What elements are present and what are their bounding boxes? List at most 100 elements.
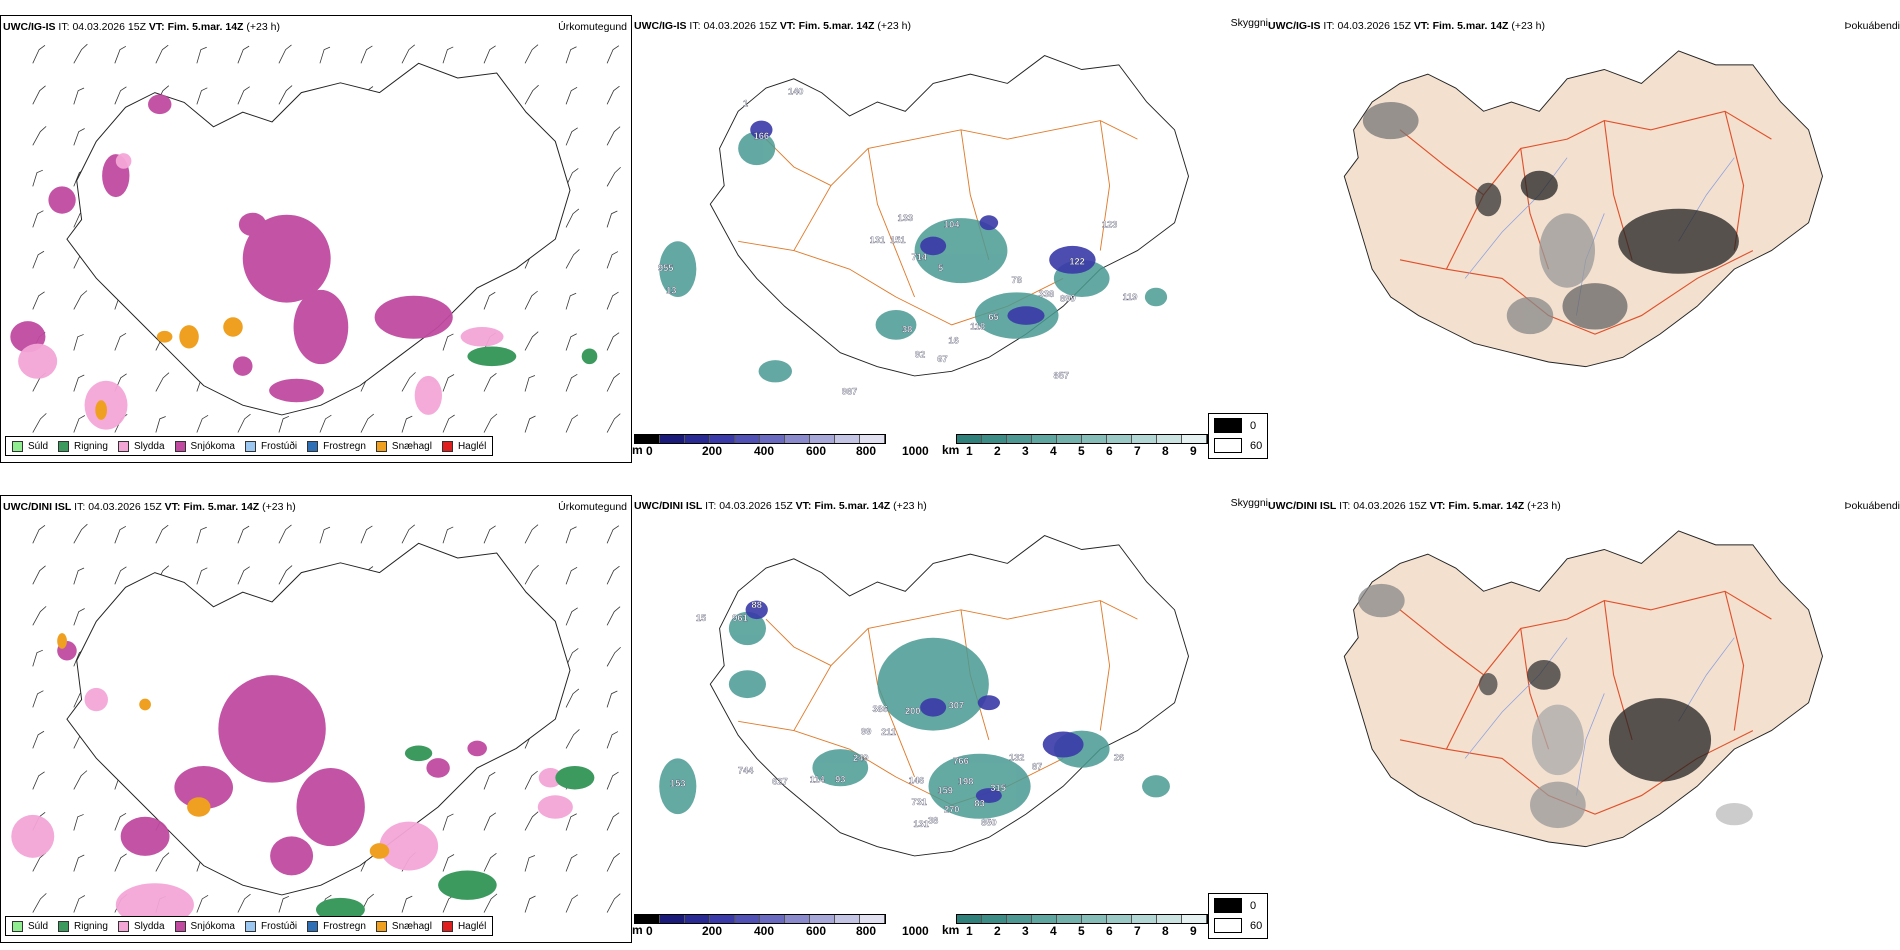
cloud-base-label: 146 (909, 776, 924, 786)
wind-barb (32, 413, 47, 433)
wind-barb (524, 564, 539, 585)
wind-barb (606, 525, 620, 544)
wind-barb (565, 688, 580, 708)
wind-barb (442, 813, 454, 831)
row-header: UWC/IG-IS IT: 04.03.2026 15Z VT: Fim. 5.… (634, 20, 911, 32)
wind-barb (606, 731, 619, 749)
wind-barb (565, 373, 578, 392)
wind-barb (73, 608, 85, 626)
wind-barb (73, 523, 88, 544)
wind-barb (565, 566, 578, 585)
row-header: UWC/IG-IS IT: 04.03.2026 15Z VT: Fim. 5.… (1268, 20, 1545, 32)
legend-item: Snæhagl (375, 920, 432, 932)
wind-barb (155, 416, 166, 433)
fog-swatch-white (1214, 918, 1242, 933)
precip-panel-bottom: UWC/DINI ISL IT: 04.03.2026 15Z VT: Fim.… (0, 495, 632, 943)
cloud-base-label: 104 (944, 219, 960, 229)
wind-barb (360, 525, 373, 544)
wind-barb (524, 895, 536, 913)
wind-barb (401, 415, 413, 433)
wind-barb (606, 291, 619, 310)
wind-barb (73, 43, 88, 64)
cloud-base-label: 87 (1032, 762, 1042, 772)
wind-barb (606, 812, 620, 831)
wind-barb (565, 168, 579, 187)
wind-barb (442, 374, 455, 392)
wind-barb (32, 291, 45, 310)
fog-swatch-white (1214, 438, 1242, 453)
legend-swatch (58, 440, 70, 452)
wind-barb (565, 813, 577, 831)
cloud-base-label: 153 (670, 778, 685, 788)
precip-type-legend: Súld Rigning Slydda Snjókoma Frostúði Fr… (5, 436, 494, 456)
wind-barb (196, 415, 209, 433)
cloud-base-label: 93 (835, 775, 845, 785)
cloud-base-label: 131 (913, 819, 928, 829)
wind-barb (606, 771, 619, 790)
fog-map (1343, 50, 1823, 368)
fog-legend: 0 60 (1208, 413, 1268, 459)
legend-item: Rigning (58, 920, 108, 932)
wind-barb (114, 332, 127, 351)
wind-barb (196, 567, 208, 585)
cloud-base-label: 766 (953, 756, 968, 766)
wind-barb (401, 372, 416, 392)
cloud-base-label: 133 (898, 213, 913, 223)
cloud-base-label: 1 (743, 99, 748, 109)
wind-barb (606, 690, 618, 708)
legend-swatch (12, 440, 23, 452)
fog-panel-bottom: UWC/DINI ISL IT: 04.03.2026 15Z VT: Fim.… (1266, 495, 1900, 943)
wind-barb (32, 44, 46, 64)
cloud-base-label: 5 (938, 263, 943, 273)
wind-barb (524, 375, 536, 392)
wind-barb (565, 127, 578, 146)
wind-barb (524, 84, 539, 105)
cloud-base-label: 88 (752, 600, 762, 610)
wind-barb (278, 565, 293, 585)
cloud-base-label: 166 (754, 131, 769, 141)
cloud-base-label: 26 (1114, 752, 1124, 762)
wind-barb (524, 770, 538, 790)
wind-barb (565, 46, 577, 64)
wind-barb (483, 413, 498, 433)
wind-barb (73, 415, 86, 433)
legend-swatch (307, 920, 319, 932)
row-header: UWC/DINI ISL IT: 04.03.2026 15Z VT: Fim.… (1268, 500, 1561, 512)
panel-title: Úrkomutegund (558, 501, 627, 513)
cloud-base-label: 198 (958, 776, 973, 786)
colorbar-boxes (956, 434, 1209, 444)
wind-barb (606, 251, 619, 269)
cloud-base-label: 13 (666, 285, 676, 295)
wind-barb (278, 895, 290, 913)
wind-barb (565, 86, 578, 105)
wind-barb (73, 334, 84, 351)
legend-item: Slydda (117, 440, 165, 452)
wind-barb (483, 525, 496, 544)
wind-barb (32, 210, 44, 228)
legend-swatch (375, 920, 387, 932)
cloud-base-label: 114 (810, 775, 826, 785)
wind-barb (606, 210, 618, 228)
legend-swatch (441, 440, 453, 452)
cloud-base-colorbar: m 0 200 400 600 800 1000 (632, 914, 929, 938)
wind-barb (32, 85, 46, 105)
colorbar-boxes (633, 434, 886, 444)
legend-item: Haglél (441, 920, 486, 932)
cloud-base-label: 38 (902, 324, 912, 334)
wind-barb (606, 332, 620, 351)
wind-barb (319, 526, 331, 544)
cloud-base-label: 140 (788, 87, 803, 97)
wind-barb (606, 372, 620, 392)
wind-barb (360, 413, 374, 433)
wind-barb (32, 771, 45, 790)
cloud-base-label: 200 (905, 706, 920, 716)
colorbar-boxes (956, 914, 1209, 924)
fog-map (1343, 530, 1823, 848)
cloud-base-label: 307 (949, 700, 964, 710)
legend-item: Frostúði (244, 920, 297, 932)
visibility-panel-bottom: UWC/DINI ISL IT: 04.03.2026 15Z VT: Fim.… (632, 495, 1268, 943)
cloud-base-label: 987 (842, 387, 857, 397)
legend-item: Súld (12, 440, 48, 452)
cloud-base-label: 338 (1039, 289, 1054, 299)
cloud-base-label: 159 (937, 786, 952, 796)
